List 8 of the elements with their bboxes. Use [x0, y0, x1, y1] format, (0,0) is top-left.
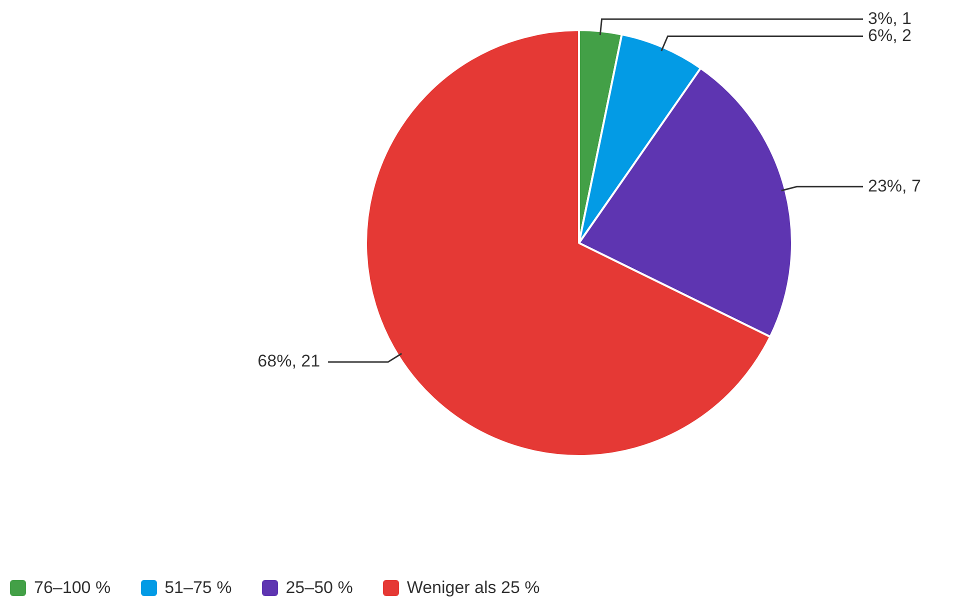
legend-label: 25–50 % [286, 578, 353, 598]
data-label: 23%, 7 [868, 176, 921, 196]
data-label: 6%, 2 [868, 26, 912, 45]
data-label: 68%, 21 [258, 352, 320, 371]
legend-label: Weniger als 25 % [406, 578, 540, 598]
data-label: 3%, 1 [868, 8, 912, 28]
legend-label: 76–100 % [34, 578, 111, 598]
legend-label: 51–75 % [164, 578, 232, 598]
